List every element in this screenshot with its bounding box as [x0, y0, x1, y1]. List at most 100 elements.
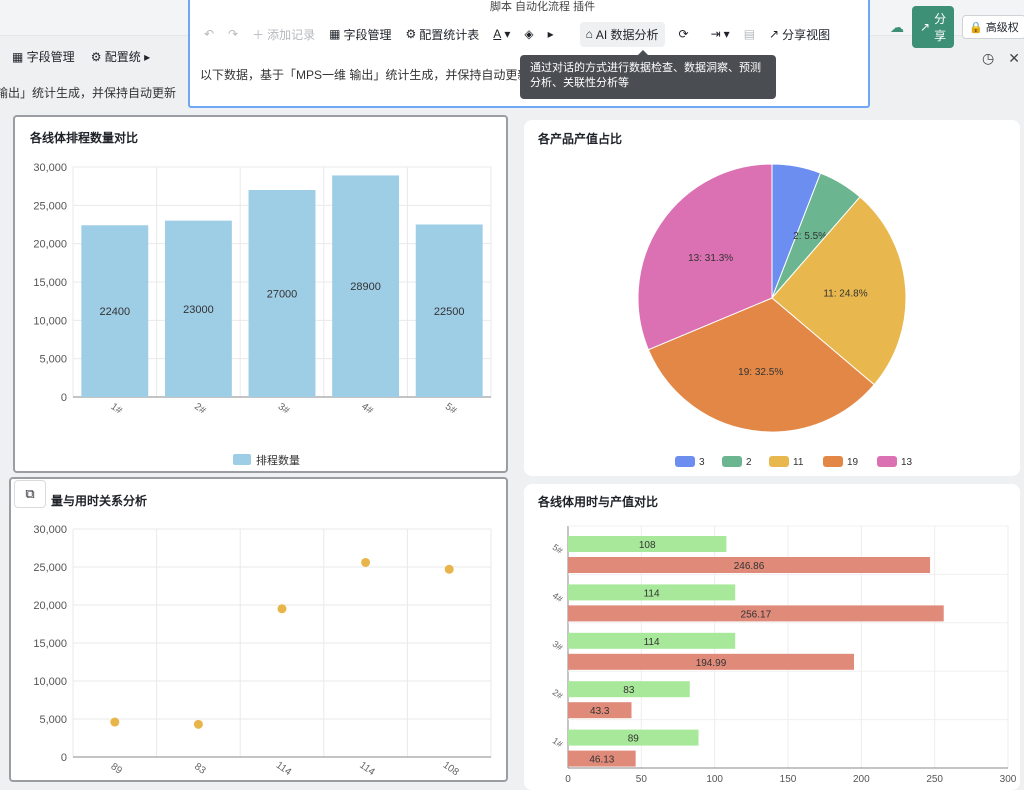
bar-chart: 0 5,000 10,000 15,000 20,000 25,000 30,000 2240… [33, 162, 492, 467]
legend-swatch [233, 454, 251, 465]
share-button[interactable]: ↗ 分享 [912, 6, 955, 48]
redo-icon: ↷ [228, 27, 239, 41]
bar [164, 220, 232, 397]
popup-description: 以下数据，基于「MPS一维 输出」统计生成，并保持自动更新 [200, 68, 530, 82]
y-tick-label: 20,000 [33, 239, 67, 251]
hbar-value-label: 114 [644, 588, 660, 599]
y-tick-label: 1# [551, 736, 565, 750]
share-area: ☁ ↗ 分享 🔒 高级权 [890, 6, 1024, 48]
pie-chart-title: 各产品产值占比 [538, 132, 623, 146]
background-toolbar: ▦ 字段管理 ⚙ 配置统 ▸ [0, 38, 190, 74]
more-arrow-button[interactable]: ▸ [548, 27, 554, 41]
pie-slice-label: 19: 32.5% [738, 367, 783, 378]
y-tick-label: 5,000 [39, 354, 67, 366]
x-tick-label: 89 [109, 761, 125, 777]
x-tick-label: 200 [853, 774, 870, 785]
bar [415, 224, 483, 397]
y-tick-label: 0 [61, 392, 67, 404]
hbar [568, 653, 854, 670]
refresh-icon: ⟳ [678, 27, 689, 41]
hbar [568, 702, 632, 719]
pie-slice [647, 297, 875, 433]
share-icon: ↗ [920, 20, 931, 34]
background-description: 输出」统计生成，并保持自动更新 [0, 86, 177, 100]
undo-icon: ↶ [204, 27, 215, 41]
export-icon: ⇥ [710, 27, 721, 41]
add-record-button[interactable]: ＋添加记录 [252, 27, 316, 42]
hbar-chart-card[interactable]: 各线体用时与产值对比 0 50 100 150 200 250 300 108 246.86 5#… [524, 484, 1020, 790]
refresh-button[interactable]: ⟳ [679, 27, 689, 41]
scatter-point [193, 719, 203, 729]
y-tick-label: 5,000 [39, 714, 67, 726]
x-tick-label: 4# [359, 401, 375, 417]
y-tick-label: 20,000 [33, 600, 67, 612]
hbar-value-label: 194.99 [696, 658, 727, 669]
advanced-permission-button[interactable]: 🔒 高级权 [962, 15, 1024, 39]
y-tick-label: 4# [551, 590, 565, 604]
scatter-point [110, 717, 120, 727]
bar [332, 175, 400, 397]
ai-analysis-button[interactable]: ⌂ AI 数据分析 [579, 21, 665, 47]
field-manage-button[interactable]: ▦ 字段管理 [329, 27, 392, 42]
clipboard-icon: ▤ [743, 27, 756, 41]
redo-button[interactable]: ↷ [228, 27, 238, 41]
panel-controls: ◷ ✕ [982, 50, 1020, 67]
ai-icon: ⌂ [585, 27, 593, 41]
undo-button[interactable]: ↶ [204, 27, 214, 41]
scatter-point [277, 604, 287, 614]
pie-slice [637, 163, 773, 351]
y-tick-label: 2# [551, 687, 565, 701]
pie-chart-card[interactable]: 各产品产值占比 2: 5.5% 11: 24.8% 19: 32.5% 13: 31.… [524, 120, 1020, 476]
text-color-button[interactable]: A ▾ [493, 27, 511, 41]
text-color-icon: A [493, 27, 502, 41]
x-tick-label: 300 [1000, 774, 1017, 785]
y-tick-label: 25,000 [33, 562, 67, 574]
y-tick-label: 15,000 [33, 277, 67, 289]
y-tick-label: 15,000 [33, 638, 67, 650]
hbar-value-label: 46.13 [589, 755, 614, 766]
hbar [568, 536, 727, 552]
paint-bucket-icon: ◈ [524, 27, 534, 41]
config-stats-bg-button[interactable]: ⚙ 配置统 ▸ [90, 49, 151, 64]
pie-slice-label: 11: 24.8% [823, 288, 867, 299]
hbar-value-label: 89 [628, 734, 640, 745]
y-tick-label: 30,000 [33, 524, 67, 536]
bar-chart-card[interactable]: 各线体排程数量对比 0 5,000 10,000 15,000 20,000 25,000… [13, 115, 508, 473]
x-tick-label: 100 [706, 774, 723, 785]
hbar-value-label: 108 [639, 540, 656, 551]
scatter-point [361, 557, 371, 567]
bar-value-label: 22500 [434, 306, 465, 318]
config-stats-button[interactable]: ⚙ 配置统计表 [405, 27, 480, 42]
legend-swatch [722, 456, 742, 467]
bar [248, 190, 316, 397]
y-tick-label: 0 [61, 752, 67, 764]
hbar [568, 605, 944, 622]
hbar [568, 729, 699, 746]
scatter-point [444, 564, 454, 574]
legend-label: 2 [746, 457, 752, 468]
field-manage-bg-button[interactable]: ▦ 字段管理 [12, 49, 75, 64]
share-view-button[interactable]: ↗ 分享视图 [769, 27, 831, 42]
x-tick-label: 2# [192, 401, 208, 417]
legend-label: 19 [847, 457, 859, 468]
x-tick-label: 114 [357, 760, 377, 778]
clipboard-button[interactable]: ▤ [744, 27, 755, 41]
fill-color-button[interactable]: ◈ [524, 27, 533, 41]
y-tick-label: 5# [551, 542, 565, 556]
x-tick-label: 5# [443, 401, 459, 417]
close-icon[interactable]: ✕ [1008, 50, 1020, 66]
scatter-chart-card[interactable]: 量与用时关系分析 0 5,000 10,000 15,000 20,000 25,000 3… [9, 477, 508, 782]
export-button[interactable]: ⇥ ▾ [710, 27, 730, 41]
x-tick-label: 150 [780, 774, 797, 785]
pie-slice-label: 13: 31.3% [688, 253, 733, 264]
hbar-value-label: 83 [623, 685, 635, 696]
popup-top-strip: 脚本 自动化流程 插件 [490, 1, 596, 13]
copy-chart-button[interactable]: ⧉ [14, 480, 46, 508]
history-icon[interactable]: ◷ [982, 50, 995, 66]
y-tick-label: 10,000 [33, 676, 67, 688]
x-tick-label: 250 [926, 774, 943, 785]
grid-icon: ▦ [329, 27, 341, 41]
plus-icon: ＋ [252, 27, 265, 42]
hbar [568, 584, 736, 601]
bar-value-label: 22400 [100, 306, 131, 318]
